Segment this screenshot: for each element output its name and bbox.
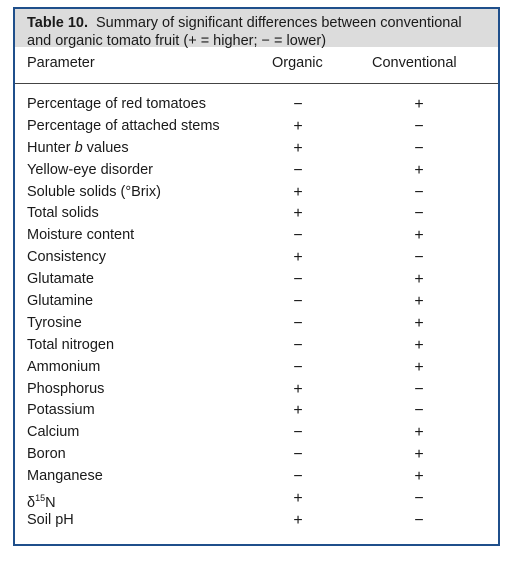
parameter-cell: Phosphorus (27, 380, 105, 397)
parameter-cell: Glutamine (27, 293, 94, 310)
organic-cell: + (293, 205, 303, 223)
organic-cell: − (293, 446, 303, 464)
table-row: Manganese − + (15, 466, 498, 488)
caption-text-line1: Summary of significant differences betwe… (95, 15, 462, 31)
organic-cell: − (293, 293, 303, 311)
conventional-cell: − (414, 183, 424, 201)
table-row: Yellow-eye disorder − + (15, 160, 498, 182)
conventional-cell: + (414, 314, 424, 332)
parameter-cell: Hunter b values (27, 138, 129, 160)
conventional-cell: − (414, 402, 424, 420)
organic-cell: + (293, 249, 303, 267)
parameter-cell: Calcium (27, 424, 80, 441)
organic-cell: + (293, 402, 303, 420)
conventional-cell: + (414, 161, 424, 179)
parameter-cell: Glutamate (27, 271, 94, 288)
parameter-text: δ (27, 495, 36, 512)
table-row: Percentage of red tomatoes − + (15, 94, 498, 116)
table-row: Percentage of attached stems + − (15, 116, 498, 138)
table-row: Calcium − + (15, 422, 498, 444)
table-row: δ15N + − (15, 488, 498, 511)
table-row: Soil pH + − (15, 510, 498, 532)
conventional-cell: + (414, 336, 424, 354)
parameter-cell: Potassium (27, 402, 95, 419)
organic-cell: + (293, 183, 303, 201)
conventional-cell: + (414, 358, 424, 376)
conventional-cell: − (414, 249, 424, 267)
table-number: Table 10. (27, 15, 88, 31)
conventional-cell: + (414, 468, 424, 486)
parameter-cell: Total solids (27, 205, 99, 222)
table-row: Total solids + − (15, 203, 498, 225)
parameter-text: values (82, 139, 129, 156)
conventional-cell: + (414, 96, 424, 113)
table-header: Parameter Organic Conventional (15, 47, 498, 84)
organic-cell: − (293, 468, 303, 486)
parameter-cell: Total nitrogen (27, 336, 115, 353)
conventional-cell: − (414, 490, 424, 508)
parameter-italic: b (74, 139, 83, 156)
table-row: Moisture content − + (15, 225, 498, 247)
organic-cell: − (293, 161, 303, 179)
parameter-cell: Manganese (27, 468, 103, 485)
parameter-cell: Moisture content (27, 227, 135, 244)
conventional-cell: + (414, 271, 424, 289)
table-caption: Table 10. Summary of significant differen… (15, 9, 498, 49)
conventional-cell: − (414, 511, 424, 529)
conventional-cell: + (414, 424, 424, 442)
organic-cell: + (293, 139, 303, 157)
conventional-cell: − (414, 117, 424, 135)
organic-cell: + (293, 511, 303, 529)
parameter-text: N (45, 495, 56, 512)
organic-cell: − (293, 358, 303, 376)
organic-cell: − (293, 271, 303, 289)
table-row: Glutamine − + (15, 291, 498, 313)
table-row: Soluble solids (°Brix) + − (15, 182, 498, 204)
parameter-cell: Tyrosine (27, 314, 82, 331)
organic-cell: − (293, 314, 303, 332)
parameter-cell: Percentage of attached stems (27, 117, 220, 134)
organic-cell: + (293, 490, 303, 508)
header-organic: Organic (272, 55, 323, 71)
conventional-cell: + (414, 293, 424, 311)
organic-cell: − (293, 227, 303, 245)
organic-cell: + (293, 380, 303, 398)
table-row: Phosphorus + − (15, 379, 498, 401)
parameter-cell: Yellow-eye disorder (27, 161, 154, 178)
conventional-cell: + (414, 446, 424, 464)
organic-cell: − (293, 424, 303, 442)
table-row: Consistency + − (15, 247, 498, 269)
table-row: Total nitrogen − + (15, 335, 498, 357)
header-conventional: Conventional (372, 55, 457, 71)
parameter-text: Hunter (27, 139, 75, 156)
conventional-cell: − (414, 139, 424, 157)
parameter-cell: Boron (27, 446, 66, 463)
parameter-superscript: 15 (35, 493, 46, 504)
table-body: Percentage of red tomatoes − + Percentag… (15, 84, 498, 532)
organic-cell: − (293, 336, 303, 354)
table-row: Glutamate − + (15, 269, 498, 291)
organic-cell: + (293, 117, 303, 135)
table-row: Tyrosine − + (15, 313, 498, 335)
parameter-cell: Consistency (27, 249, 106, 266)
parameter-cell: Soil pH (27, 511, 74, 528)
table-row: Potassium + − (15, 400, 498, 422)
conventional-cell: − (414, 380, 424, 398)
table-row: Hunter b values + − (15, 138, 498, 160)
table-row: Boron − + (15, 444, 498, 466)
parameter-cell: δ15N (27, 488, 56, 515)
header-parameter: Parameter (27, 55, 95, 71)
parameter-cell: Percentage of red tomatoes (27, 96, 206, 112)
table-row: Ammonium − + (15, 357, 498, 379)
organic-cell: − (293, 96, 303, 113)
parameter-cell: Ammonium (27, 358, 101, 375)
conventional-cell: − (414, 205, 424, 223)
conventional-cell: + (414, 227, 424, 245)
caption-text-line2: and organic tomato fruit (+ = higher; − … (27, 33, 327, 49)
table-frame: Table 10. Summary of significant differen… (13, 7, 500, 546)
parameter-cell: Soluble solids (°Brix) (27, 183, 161, 200)
